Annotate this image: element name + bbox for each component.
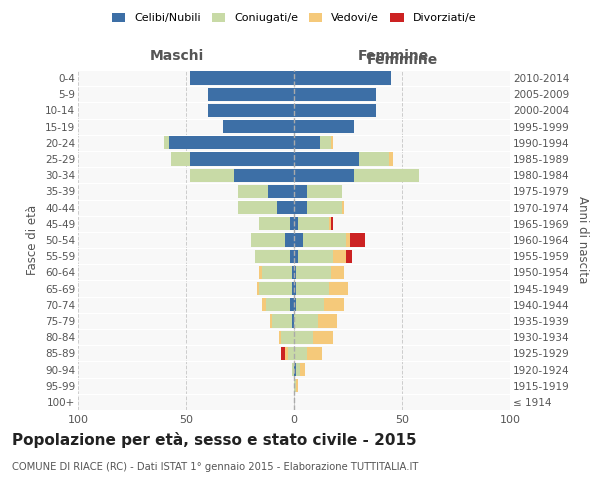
Bar (262, 266, 292, 279)
Bar (296, 298, 324, 312)
Bar (302, 234, 346, 246)
Bar (287, 346, 294, 360)
Bar (331, 266, 344, 279)
Bar (290, 217, 294, 230)
Bar (294, 120, 355, 134)
Text: COMUNE DI RIACE (RC) - Dati ISTAT 1° gennaio 2015 - Elaborazione TUTTITALIA.IT: COMUNE DI RIACE (RC) - Dati ISTAT 1° gen… (12, 462, 418, 472)
Bar (268, 185, 294, 198)
Bar (294, 168, 355, 182)
Bar (169, 136, 294, 149)
Bar (277, 201, 294, 214)
Text: Femmine: Femmine (367, 52, 437, 66)
Bar (294, 314, 318, 328)
Bar (281, 346, 286, 360)
Bar (350, 234, 365, 246)
Bar (171, 152, 190, 166)
Legend: Celibi/Nubili, Coniugati/e, Vedovi/e, Divorziati/e: Celibi/Nubili, Coniugati/e, Vedovi/e, Di… (107, 8, 481, 28)
Bar (294, 136, 320, 149)
Text: Maschi: Maschi (150, 48, 204, 62)
Bar (389, 152, 394, 166)
Y-axis label: Fasce di età: Fasce di età (26, 205, 40, 275)
Bar (296, 379, 298, 392)
Bar (164, 136, 169, 149)
Y-axis label: Anni di nascita: Anni di nascita (576, 196, 589, 284)
Bar (320, 136, 331, 149)
Bar (294, 201, 307, 214)
Bar (307, 346, 322, 360)
Bar (259, 217, 290, 230)
Bar (190, 152, 294, 166)
Bar (238, 201, 277, 214)
Bar (292, 363, 294, 376)
Bar (313, 330, 333, 344)
Bar (259, 266, 262, 279)
Bar (296, 363, 301, 376)
Bar (294, 266, 296, 279)
Bar (294, 72, 391, 85)
Bar (294, 282, 296, 295)
Bar (294, 298, 296, 312)
Bar (294, 185, 307, 198)
Bar (294, 363, 296, 376)
Bar (238, 185, 268, 198)
Bar (272, 314, 292, 328)
Bar (292, 266, 294, 279)
Bar (294, 217, 298, 230)
Bar (208, 104, 294, 117)
Bar (298, 250, 333, 263)
Bar (223, 120, 294, 134)
Text: Popolazione per età, sesso e stato civile - 2015: Popolazione per età, sesso e stato civil… (12, 432, 416, 448)
Bar (257, 282, 259, 295)
Bar (355, 168, 419, 182)
Bar (281, 330, 294, 344)
Bar (190, 168, 233, 182)
Bar (359, 152, 389, 166)
Bar (292, 314, 294, 328)
Bar (333, 250, 346, 263)
Bar (290, 250, 294, 263)
Bar (255, 250, 290, 263)
Bar (208, 88, 294, 101)
Bar (292, 282, 294, 295)
Bar (296, 266, 331, 279)
Bar (266, 298, 290, 312)
Bar (294, 234, 302, 246)
Bar (329, 217, 331, 230)
Bar (294, 330, 313, 344)
Bar (301, 363, 305, 376)
Bar (294, 152, 359, 166)
Bar (270, 314, 272, 328)
Bar (346, 250, 352, 263)
Bar (233, 168, 294, 182)
Bar (318, 314, 337, 328)
Bar (307, 201, 341, 214)
Bar (324, 298, 344, 312)
Bar (346, 234, 350, 246)
Bar (294, 88, 376, 101)
Bar (286, 234, 294, 246)
Bar (307, 185, 341, 198)
Bar (294, 346, 307, 360)
Bar (294, 379, 296, 392)
Bar (190, 72, 294, 85)
Bar (298, 217, 329, 230)
Bar (329, 282, 348, 295)
Bar (331, 136, 333, 149)
Bar (251, 234, 286, 246)
Text: Femmine: Femmine (358, 48, 428, 62)
Bar (279, 330, 281, 344)
Bar (286, 346, 287, 360)
Bar (294, 250, 298, 263)
Bar (290, 298, 294, 312)
Bar (331, 217, 333, 230)
Bar (294, 104, 376, 117)
Bar (341, 201, 344, 214)
Bar (259, 282, 292, 295)
Bar (262, 298, 266, 312)
Bar (296, 282, 329, 295)
